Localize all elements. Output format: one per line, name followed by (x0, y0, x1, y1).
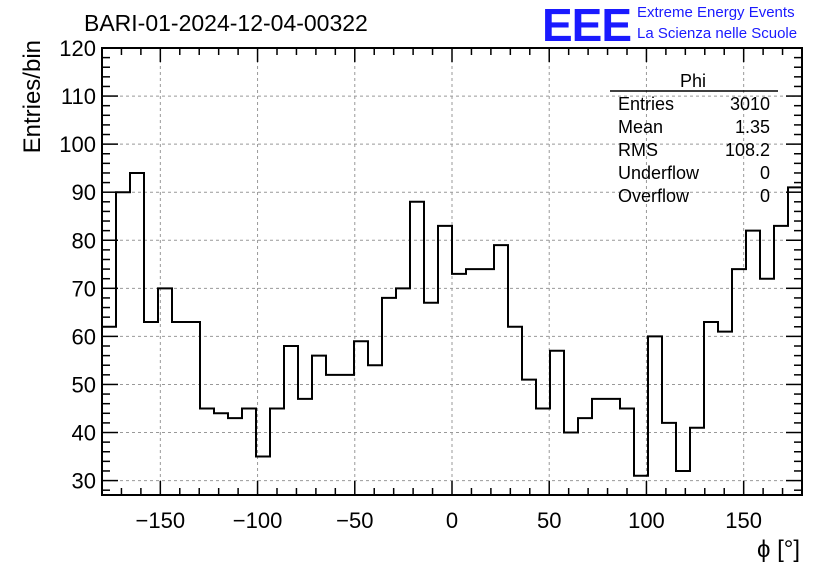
y-tick-label: 40 (72, 421, 96, 446)
y-tick-label: 50 (72, 372, 96, 397)
x-tick-label: −150 (136, 508, 186, 533)
x-tick-label: 150 (725, 508, 762, 533)
x-tick-label: 0 (446, 508, 458, 533)
stats-label: Entries (618, 94, 674, 114)
x-tick-label: −50 (336, 508, 373, 533)
chart-title: BARI-01-2024-12-04-00322 (84, 10, 368, 36)
stats-value: 1.35 (735, 117, 770, 137)
stats-label: Underflow (618, 163, 700, 183)
stats-box: Phi Entries 3010 Mean 1.35 RMS 108.2 Underflow 0… (610, 71, 778, 206)
y-tick-label: 110 (61, 84, 96, 109)
y-tick-label: 90 (72, 180, 96, 205)
stats-value: 108.2 (725, 140, 770, 160)
stats-title: Phi (680, 71, 706, 91)
axis-tick-labels: −150 −100 −50 0 50 100 150 30 40 50 60 70 80 90 100 110… (59, 36, 762, 533)
axis-ticks (101, 47, 803, 495)
y-axis-label: Entries/bin (19, 40, 46, 153)
x-tick-label: 50 (537, 508, 561, 533)
y-tick-label: 60 (72, 324, 96, 349)
y-tick-label: 80 (72, 228, 96, 253)
stats-value: 0 (760, 186, 770, 206)
y-tick-label: 70 (72, 276, 96, 301)
x-tick-label: 100 (628, 508, 665, 533)
logo-text-line2: La Scienza nelle Scuole (637, 25, 798, 42)
histogram-steps (102, 171, 802, 477)
eee-logo: EEE (542, 0, 632, 51)
stats-value: 0 (760, 163, 770, 183)
y-tick-label: 100 (59, 132, 96, 157)
stats-value: 3010 (730, 94, 770, 114)
x-tick-label: −100 (233, 508, 283, 533)
logo-text-line1: Extreme Energy Events (637, 4, 795, 21)
x-axis-label: ϕ [°] (757, 536, 800, 563)
y-tick-label: 30 (72, 469, 96, 494)
stats-label: RMS (618, 140, 658, 160)
stats-label: Mean (618, 117, 663, 137)
y-tick-label: 120 (59, 36, 96, 61)
stats-label: Overflow (618, 186, 690, 206)
